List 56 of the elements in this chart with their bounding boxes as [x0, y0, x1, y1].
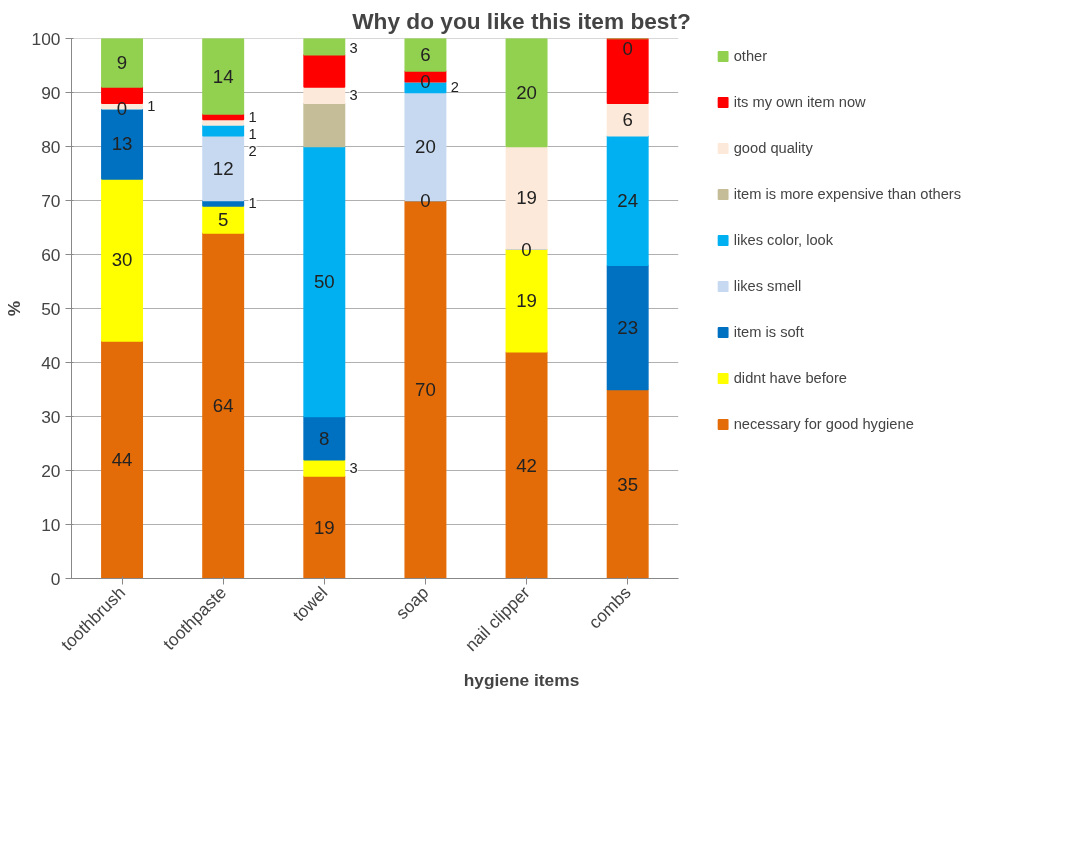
- data-label: 20: [415, 136, 436, 157]
- legend-label: item is more expensive than others: [733, 186, 961, 202]
- data-label: 50: [313, 271, 335, 292]
- legend-label: didnt have before: [733, 370, 847, 386]
- legend-label: likes color, look: [733, 232, 834, 248]
- data-label: 1: [248, 126, 257, 143]
- y-axis-title: %: [3, 300, 24, 317]
- y-tick-label: 10: [41, 514, 61, 535]
- data-label: 1: [248, 108, 257, 125]
- data-label: 3: [349, 87, 358, 104]
- data-label: 35: [617, 473, 639, 495]
- y-tick-label: 90: [41, 82, 61, 103]
- y-tick-label: 80: [41, 136, 61, 157]
- y-tick-label: 100: [31, 28, 61, 49]
- data-label: 0: [521, 238, 532, 260]
- data-label: 9: [116, 52, 128, 74]
- legend-label: good quality: [733, 140, 813, 156]
- data-label: 12: [212, 157, 234, 179]
- data-label: 20: [516, 82, 537, 103]
- data-label: 1: [147, 98, 156, 114]
- data-label: 6: [420, 44, 431, 66]
- data-label: 44: [111, 449, 133, 471]
- data-label: 24: [617, 190, 639, 211]
- data-label: 0: [622, 37, 633, 59]
- y-tick-label: 50: [41, 298, 61, 319]
- data-label: 13: [111, 133, 133, 155]
- legend-label: other: [733, 48, 768, 64]
- y-tick-label: 30: [41, 406, 61, 427]
- data-label: 8: [319, 427, 330, 449]
- data-label: 6: [622, 109, 633, 130]
- legend-label: likes smell: [733, 278, 802, 294]
- data-label: 19: [516, 187, 537, 209]
- legend-label: necessary for good hygiene: [733, 416, 914, 432]
- data-label: 3: [349, 40, 358, 57]
- y-tick-label: 60: [41, 244, 61, 265]
- data-label: 2: [450, 79, 459, 96]
- data-label: 1: [248, 195, 257, 212]
- data-label: 30: [111, 249, 133, 271]
- y-tick-label: 40: [41, 352, 61, 373]
- data-label: 14: [212, 65, 234, 87]
- chart-title: Why do you like this item best?: [352, 7, 691, 34]
- data-label: 23: [617, 316, 639, 338]
- data-label: 5: [218, 208, 229, 230]
- data-label: 70: [415, 379, 436, 400]
- data-label: 19: [313, 516, 335, 538]
- legend-label: its my own item now: [733, 94, 866, 110]
- x-axis-title: hygiene items: [463, 670, 580, 691]
- data-label: 3: [349, 459, 358, 476]
- y-tick-label: 0: [50, 568, 61, 589]
- data-label: 2: [248, 143, 257, 160]
- data-label: 42: [516, 454, 537, 476]
- y-tick-label: 70: [41, 190, 61, 211]
- data-label: 19: [516, 289, 537, 311]
- legend-label: item is soft: [733, 324, 804, 340]
- data-label: 64: [212, 395, 234, 417]
- y-tick-label: 20: [41, 460, 61, 481]
